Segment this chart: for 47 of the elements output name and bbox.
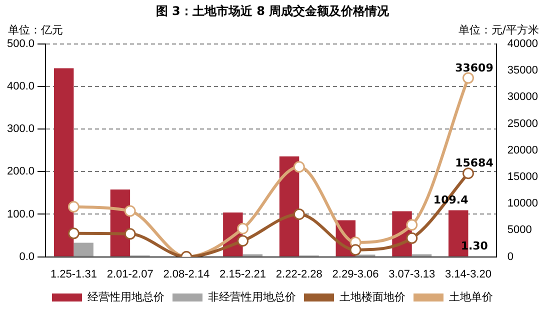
- x-tick-label: 2.01-2.07: [106, 268, 154, 280]
- y-tick-label: 400.0: [6, 80, 35, 93]
- point: [237, 235, 249, 247]
- x-tick-label: 2.08-2.14: [163, 268, 210, 280]
- y2-axis-title: 单位：元/平方米: [458, 23, 539, 36]
- x-tick-label: 3.14-3.20: [444, 268, 492, 280]
- point: [68, 228, 80, 240]
- x-tick-label: 2.22-2.28: [276, 268, 322, 280]
- point: [462, 168, 474, 180]
- x-tick-label: 2.15-2.21: [220, 268, 266, 280]
- y2-tick-label: 40000: [507, 38, 538, 50]
- y-tick-label: 200.0: [6, 166, 35, 178]
- x-tick-label: 2.29-3.06: [332, 268, 379, 280]
- y2-tick-label: 35000: [507, 64, 538, 77]
- bar: [74, 242, 94, 256]
- point: [406, 232, 418, 244]
- point: [68, 201, 80, 213]
- point: [124, 205, 136, 217]
- point: [237, 222, 249, 234]
- y2-tick-label: 15000: [507, 171, 538, 184]
- y2-tick-label: 10000: [507, 198, 538, 210]
- point: [124, 228, 136, 240]
- y2-tick-label: 25000: [507, 118, 538, 130]
- legend-label: 非经营性用地总价: [208, 290, 296, 304]
- y-tick-label: 100.0: [6, 208, 35, 220]
- y2-tick-label: 5000: [507, 224, 532, 236]
- x-tick-label: 3.07-3.13: [388, 268, 436, 280]
- y2-tick-label: 30000: [507, 91, 538, 104]
- legend-label: 经营性用地总价: [88, 290, 164, 304]
- point: [462, 72, 474, 84]
- y2-tick-label: 20000: [507, 144, 538, 156]
- y-tick-label: 300.0: [6, 123, 35, 136]
- y-tick-label: 0.0: [19, 250, 35, 263]
- bar: [54, 68, 74, 256]
- data-label: 33609: [455, 61, 494, 74]
- legend-label: 土地楼面地价: [340, 290, 406, 304]
- point: [293, 161, 305, 173]
- y-tick-label: 500.0: [6, 38, 35, 50]
- point: [350, 244, 362, 256]
- data-label: 15684: [455, 156, 494, 170]
- y2-tick-label: 0: [507, 250, 514, 263]
- point: [406, 219, 418, 231]
- x-tick-label: 1.25-1.31: [50, 268, 97, 280]
- y-axis-title: 单位：亿元: [8, 23, 63, 36]
- point: [293, 208, 305, 220]
- chart-title: 图 3：土地市场近 8 周成交金额及价格情况: [154, 3, 390, 20]
- legend-label: 土地单价: [449, 290, 493, 304]
